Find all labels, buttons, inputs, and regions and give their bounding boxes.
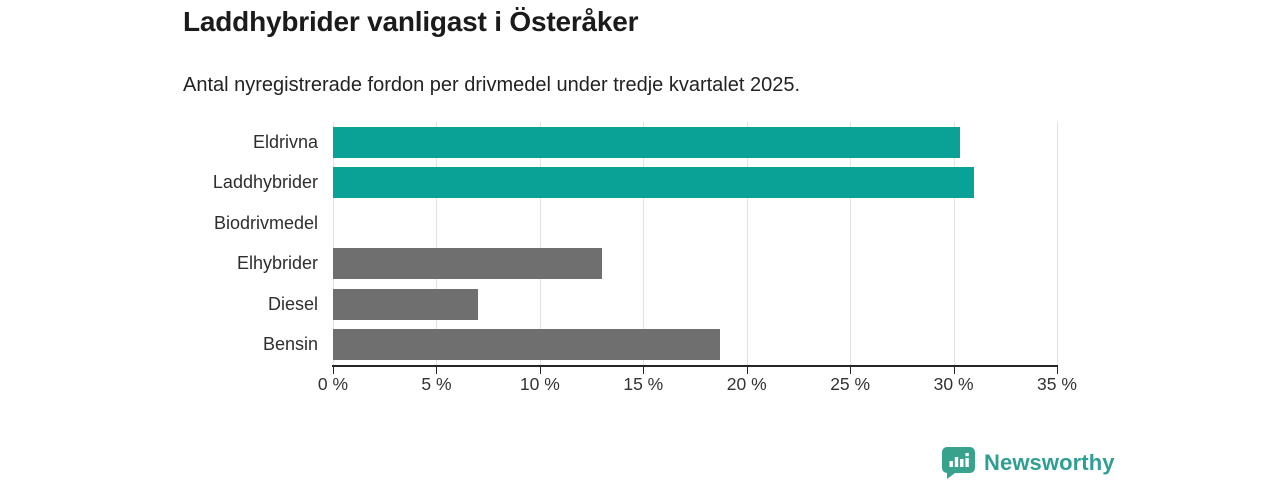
bar-row-eldrivna: Eldrivna (0, 122, 1057, 163)
bar-elhybrider (333, 248, 602, 280)
gridline-5 (436, 122, 438, 365)
bar-row-elhybrider: Elhybrider (0, 244, 1057, 285)
bar-row-diesel: Diesel (0, 284, 1057, 325)
tick-mark-10 (539, 367, 541, 374)
tick-label-30: 30 % (933, 374, 974, 394)
chart-subtitle: Antal nyregistrerade fordon per drivmede… (183, 74, 801, 96)
category-label-biodrivmedel: Biodrivmedel (213, 212, 318, 233)
bar-eldrivna (333, 126, 960, 158)
category-label-eldrivna: Eldrivna (252, 131, 318, 152)
bar-track (333, 244, 1057, 285)
tick-label-0: 0 % (317, 374, 349, 394)
tick-label-25: 25 % (830, 374, 871, 394)
tick-mark-30 (953, 367, 955, 374)
bar-bensin (333, 329, 720, 361)
gridline-15 (643, 122, 645, 365)
bar-laddhybrider (333, 167, 975, 199)
x-axis-line (332, 365, 1058, 367)
tick-label-15: 15 % (623, 374, 664, 394)
newsworthy-logo: Newsworthy (941, 446, 1115, 480)
category-label-bensin: Bensin (262, 334, 318, 355)
bar-track (333, 325, 1057, 366)
chart-title: Laddhybrider vanligast i Österåker (183, 6, 639, 37)
tick-mark-5 (436, 367, 438, 374)
bar-track (333, 284, 1057, 325)
bar-diesel (333, 288, 478, 320)
gridline-30 (953, 122, 955, 365)
tick-mark-35 (1057, 367, 1058, 374)
tick-mark-15 (643, 367, 645, 374)
gridline-20 (746, 122, 748, 365)
newsworthy-logo-text: Newsworthy (984, 450, 1115, 475)
gridline-10 (539, 122, 541, 365)
tick-mark-25 (850, 367, 852, 374)
tick-mark-0 (333, 367, 334, 374)
category-label-elhybrider: Elhybrider (236, 253, 318, 274)
bar-track (333, 203, 1057, 244)
tick-label-35: 35 % (1037, 374, 1077, 394)
bar-rows: Eldrivna Laddhybrider Biodrivmedel Elhybrid… (0, 122, 1057, 365)
category-label-laddhybrider: Laddhybrider (212, 172, 318, 193)
gridline-35 (1057, 122, 1058, 365)
bar-row-laddhybrider: Laddhybrider (0, 163, 1057, 204)
gridline-0 (333, 122, 334, 365)
bar-row-biodrivmedel: Biodrivmedel (0, 203, 1057, 244)
bar-track (333, 163, 1057, 204)
newsworthy-chart-bubble-icon (942, 447, 975, 479)
x-axis: 0 % 5 % 10 % 15 % 20 % 25 % 30 % 35 % (0, 365, 1100, 405)
bar-row-bensin: Bensin (0, 325, 1057, 366)
bar-chart: Eldrivna Laddhybrider Biodrivmedel Elhybrid… (0, 122, 1100, 365)
tick-mark-20 (746, 367, 748, 374)
plot-area (333, 122, 1058, 365)
bar-track (333, 122, 1057, 163)
category-label-diesel: Diesel (267, 293, 318, 314)
tick-label-20: 20 % (726, 374, 767, 394)
tick-label-10: 10 % (519, 374, 560, 394)
gridline-25 (850, 122, 852, 365)
tick-label-5: 5 % (421, 374, 452, 394)
